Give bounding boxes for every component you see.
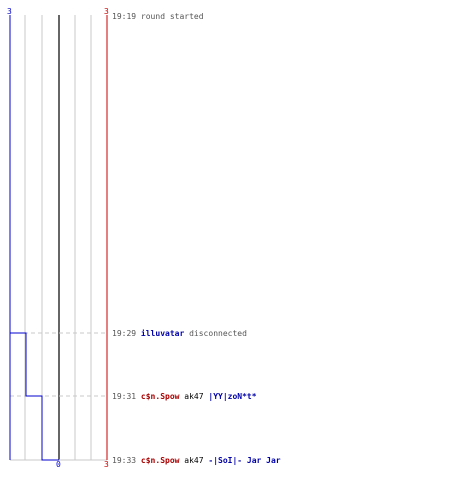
event-victim: -|SoI|- Jar Jar <box>208 456 281 465</box>
axis-zero: 0 <box>56 460 61 469</box>
event-text: disconnected <box>189 329 247 338</box>
event-kill: 19:31 c$n.Spow ak47 |YY|zoN*t* <box>112 392 257 402</box>
event-killer: c$n.Spow <box>140 456 180 465</box>
event-time: 19:31 <box>112 392 137 401</box>
event-time: 19:33 <box>112 456 137 465</box>
event-text: round started <box>140 12 204 21</box>
left-axis-max: 3 <box>7 7 12 16</box>
event-victim: |YY|zoN*t* <box>208 392 257 401</box>
event-weapon: ak47 <box>184 456 204 465</box>
event-player: illuvatar <box>140 329 185 338</box>
right-axis-max: 3 <box>104 7 109 16</box>
event-time: 19:19 <box>112 12 137 21</box>
event-round-start: 19:19 round started <box>112 12 204 22</box>
event-disconnect: 19:29 illuvatar disconnected <box>112 329 247 339</box>
score-step-line <box>9 15 59 461</box>
right-axis-bottom: 3 <box>104 460 109 469</box>
event-weapon: ak47 <box>184 392 204 401</box>
event-time: 19:29 <box>112 329 137 338</box>
score-graph: 3 3 0 3 <box>7 7 109 469</box>
event-killer: c$n.Spow <box>140 392 180 401</box>
event-kill: 19:33 c$n.Spow ak47 -|SoI|- Jar Jar <box>112 456 281 466</box>
